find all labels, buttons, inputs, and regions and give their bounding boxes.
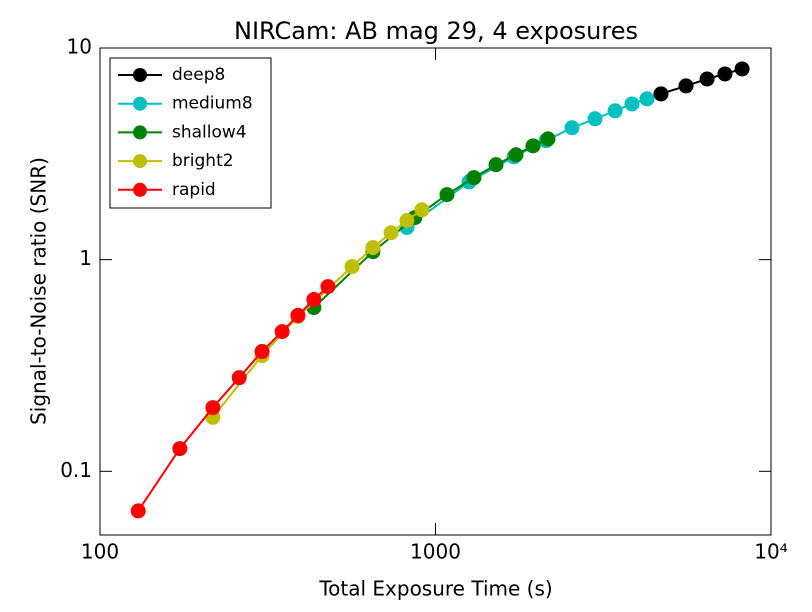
data-point xyxy=(717,66,733,82)
data-point xyxy=(508,147,524,163)
data-point xyxy=(439,187,455,203)
x-axis-label: Total Exposure Time (s) xyxy=(318,577,552,601)
data-point xyxy=(254,344,270,360)
data-point xyxy=(699,71,715,87)
data-point xyxy=(306,292,322,308)
chart-title: NIRCam: AB mag 29, 4 exposures xyxy=(234,17,638,45)
data-point xyxy=(414,202,430,218)
data-point xyxy=(564,120,580,136)
data-point xyxy=(653,86,669,102)
data-point xyxy=(130,503,146,519)
y-tick-label: 1 xyxy=(79,246,92,270)
legend: deep8 medium8 shallow4 bright2 rapid xyxy=(109,57,272,209)
data-point xyxy=(587,111,603,127)
legend-label: rapid xyxy=(172,180,216,200)
data-point xyxy=(205,400,221,416)
data-point xyxy=(344,259,360,275)
data-point xyxy=(274,324,290,340)
data-point xyxy=(365,240,381,256)
data-point xyxy=(639,91,655,107)
data-point xyxy=(734,61,750,77)
data-point xyxy=(525,138,541,154)
legend-marker xyxy=(133,125,147,140)
legend-label: deep8 xyxy=(172,65,225,85)
data-point xyxy=(383,225,399,241)
x-tick-label: 10⁴ xyxy=(754,540,787,564)
data-point xyxy=(231,370,247,386)
legend-marker xyxy=(133,68,147,82)
data-point xyxy=(320,279,336,295)
legend-label: bright2 xyxy=(172,151,234,171)
y-axis-label: Signal-to-Noise ratio (SNR) xyxy=(27,157,51,425)
x-tick-label: 1000 xyxy=(410,540,461,564)
legend-marker xyxy=(133,96,147,111)
data-point xyxy=(290,307,306,323)
data-point xyxy=(172,441,188,457)
data-point xyxy=(540,131,556,147)
data-point xyxy=(399,213,415,229)
data-point xyxy=(466,170,482,186)
data-point xyxy=(624,96,640,112)
data-point xyxy=(607,103,623,119)
y-tick-label: 10 xyxy=(67,35,92,59)
legend-label: shallow4 xyxy=(172,122,247,142)
y-tick-label: 0.1 xyxy=(60,458,92,482)
legend-marker xyxy=(133,154,147,169)
data-point xyxy=(488,157,504,173)
legend-label: medium8 xyxy=(172,94,253,114)
legend-marker xyxy=(133,182,147,197)
x-tick-label: 100 xyxy=(81,540,119,564)
series-line xyxy=(406,97,648,229)
data-point xyxy=(678,78,694,94)
